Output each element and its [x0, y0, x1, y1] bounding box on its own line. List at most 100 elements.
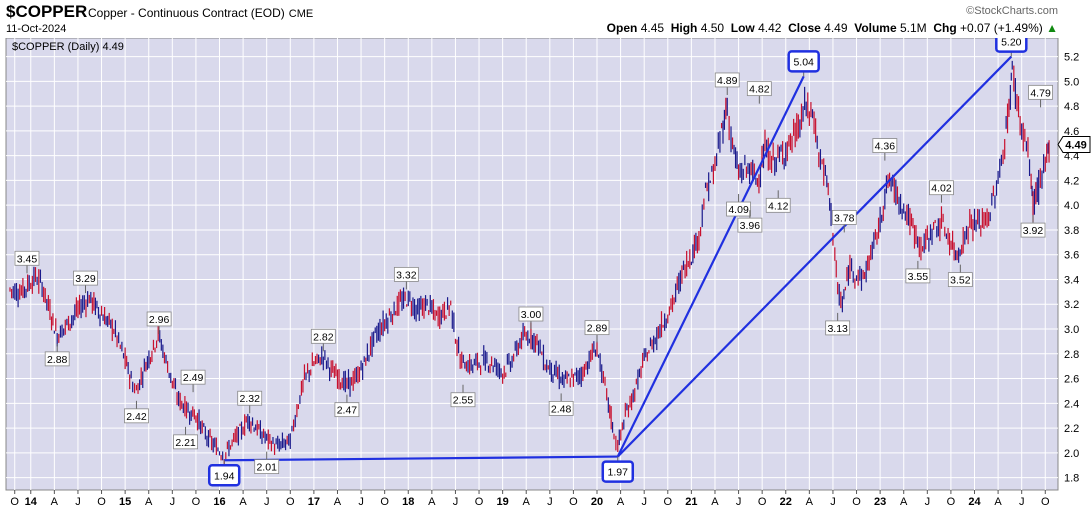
last-price-box: [1057, 135, 1091, 153]
annotation-box: [173, 434, 198, 450]
x-tick-label: J: [830, 496, 836, 508]
price-annotations: 3.45 2.88 3.29 2.42 2.96 2.49 2.21 1.94 2.32 2.01…: [14, 38, 1053, 487]
annotation-box: [124, 408, 149, 424]
y-tick-label: 4.0: [1064, 200, 1079, 212]
high-label: High: [670, 21, 698, 35]
annotation-highlight-box: [601, 460, 635, 483]
annotation-label: 2.88: [47, 354, 68, 366]
y-tick-label: 4.2: [1064, 175, 1079, 187]
annotation-box: [146, 311, 172, 327]
volume-value: 5.1M: [900, 21, 927, 35]
x-tick-label: 22: [780, 496, 792, 508]
annotation-label: 2.47: [337, 405, 358, 417]
annotation-box: [44, 351, 70, 367]
volume-label: Volume: [854, 21, 897, 35]
x-tick-label: 15: [119, 496, 131, 508]
annotation-box: [905, 268, 931, 284]
x-tick-label: J: [358, 496, 364, 508]
x-tick-label: O: [286, 496, 295, 508]
annotation-box: [737, 217, 763, 233]
x-tick-label: A: [334, 496, 342, 508]
trendline: [224, 455, 618, 462]
annotation-box: [393, 266, 419, 282]
y-tick-label: 4.6: [1064, 126, 1079, 138]
annotation-box: [310, 328, 336, 344]
x-tick-label: A: [711, 496, 719, 508]
low-label: Low: [730, 21, 755, 35]
x-tick-label: A: [428, 496, 436, 508]
x-tick-label: 21: [685, 496, 697, 508]
trendline: [616, 55, 1013, 458]
annotation-box: [714, 72, 740, 88]
annotation-label: 2.21: [175, 437, 196, 449]
annotation-box: [548, 401, 574, 416]
annotation-label: 2.55: [453, 395, 474, 407]
legend-text: $COPPER (Daily) 4.49: [12, 41, 124, 53]
open-label: Open: [606, 21, 638, 35]
annotation-label: 3.13: [827, 323, 848, 335]
y-tick-label: 4.4: [1064, 151, 1079, 163]
annotation-label: 4.82: [749, 84, 770, 96]
annotation-box: [237, 390, 263, 406]
x-tick-label: O: [380, 496, 389, 508]
x-tick-label: A: [523, 496, 531, 508]
symbol-title[interactable]: $COPPER: [6, 2, 88, 21]
x-tick-label: O: [475, 496, 484, 508]
x-tick-label: J: [641, 496, 647, 508]
annotation-box: [14, 250, 40, 266]
x-tick-label: O: [758, 496, 767, 508]
annotation-label: 3.52: [950, 275, 971, 287]
y-tick-label: 2.2: [1064, 423, 1079, 435]
annotation-highlight-box: [995, 38, 1028, 53]
chart-legend: $COPPER (Daily) 4.49: [12, 41, 124, 53]
x-tick-label: O: [664, 496, 673, 508]
annotation-box: [450, 392, 476, 408]
x-tick-label: 14: [25, 496, 38, 508]
x-tick-label: J: [75, 496, 81, 508]
brand-label[interactable]: ©StockCharts.com: [966, 5, 1058, 17]
x-tick-label: A: [994, 496, 1002, 508]
x-tick-label: O: [569, 496, 578, 508]
last-price-tag: 4.49: [1057, 135, 1091, 153]
annotation-highlight-box: [787, 50, 820, 73]
annotation-label: 2.32: [239, 393, 260, 405]
x-tick-label: J: [453, 496, 459, 508]
annotation-label: 3.32: [396, 269, 417, 281]
y-tick-label: 5.2: [1064, 52, 1079, 64]
annotation-box: [746, 81, 772, 97]
annotation-label: 4.09: [728, 204, 749, 216]
annotation-label: 3.92: [1023, 225, 1044, 237]
x-tick-label: O: [10, 496, 19, 508]
x-tick-label: J: [264, 496, 270, 508]
annotation-box: [1020, 222, 1046, 238]
annotation-box: [518, 306, 544, 322]
annotation-label: 1.97: [608, 467, 629, 479]
annotation-box: [180, 369, 206, 385]
grid-lines: [6, 38, 1058, 490]
x-tick-label: 19: [497, 496, 509, 508]
annotation-highlight-box: [207, 464, 241, 487]
x-tick-label: O: [1041, 496, 1050, 508]
annotation-label: 3.96: [740, 220, 761, 232]
x-tick-label: 16: [213, 496, 225, 508]
x-tick-label: J: [736, 496, 742, 508]
open-value: 4.45: [640, 21, 665, 35]
x-axis: O 14 A J O 15 A J O 16 A J O 17 A J O 18 A J O 19 A J O 20 A J O 21 A J…: [10, 490, 1050, 508]
close-value: 4.49: [824, 21, 848, 35]
chg-value: +0.07 (+1.49%): [960, 21, 1043, 35]
y-tick-label: 2.8: [1064, 349, 1079, 361]
x-tick-label: J: [547, 496, 553, 508]
price-series: [9, 60, 1050, 465]
annotation-box: [947, 272, 973, 288]
annotation-label: 2.96: [149, 314, 170, 326]
annotation-label: 2.82: [313, 331, 334, 343]
annotation-label: 4.36: [875, 141, 896, 153]
y-axis: 1.8 2.0 2.2 2.4 2.6 2.8 3.0 3.2 3.4 3.6 3.8 4.0 4.2 4…: [1064, 52, 1079, 485]
y-tick-label: 1.8: [1064, 473, 1079, 485]
description-text: Copper - Continuous Contract (EOD): [88, 6, 285, 20]
price-chart[interactable]: 3.452.883.292.422.962.492.211.942.322.01…: [0, 38, 1092, 510]
high-value: 4.50: [700, 21, 725, 35]
y-tick-label: 3.2: [1064, 299, 1079, 311]
close-label: Close: [788, 21, 821, 35]
y-tick-label: 4.8: [1064, 101, 1079, 113]
